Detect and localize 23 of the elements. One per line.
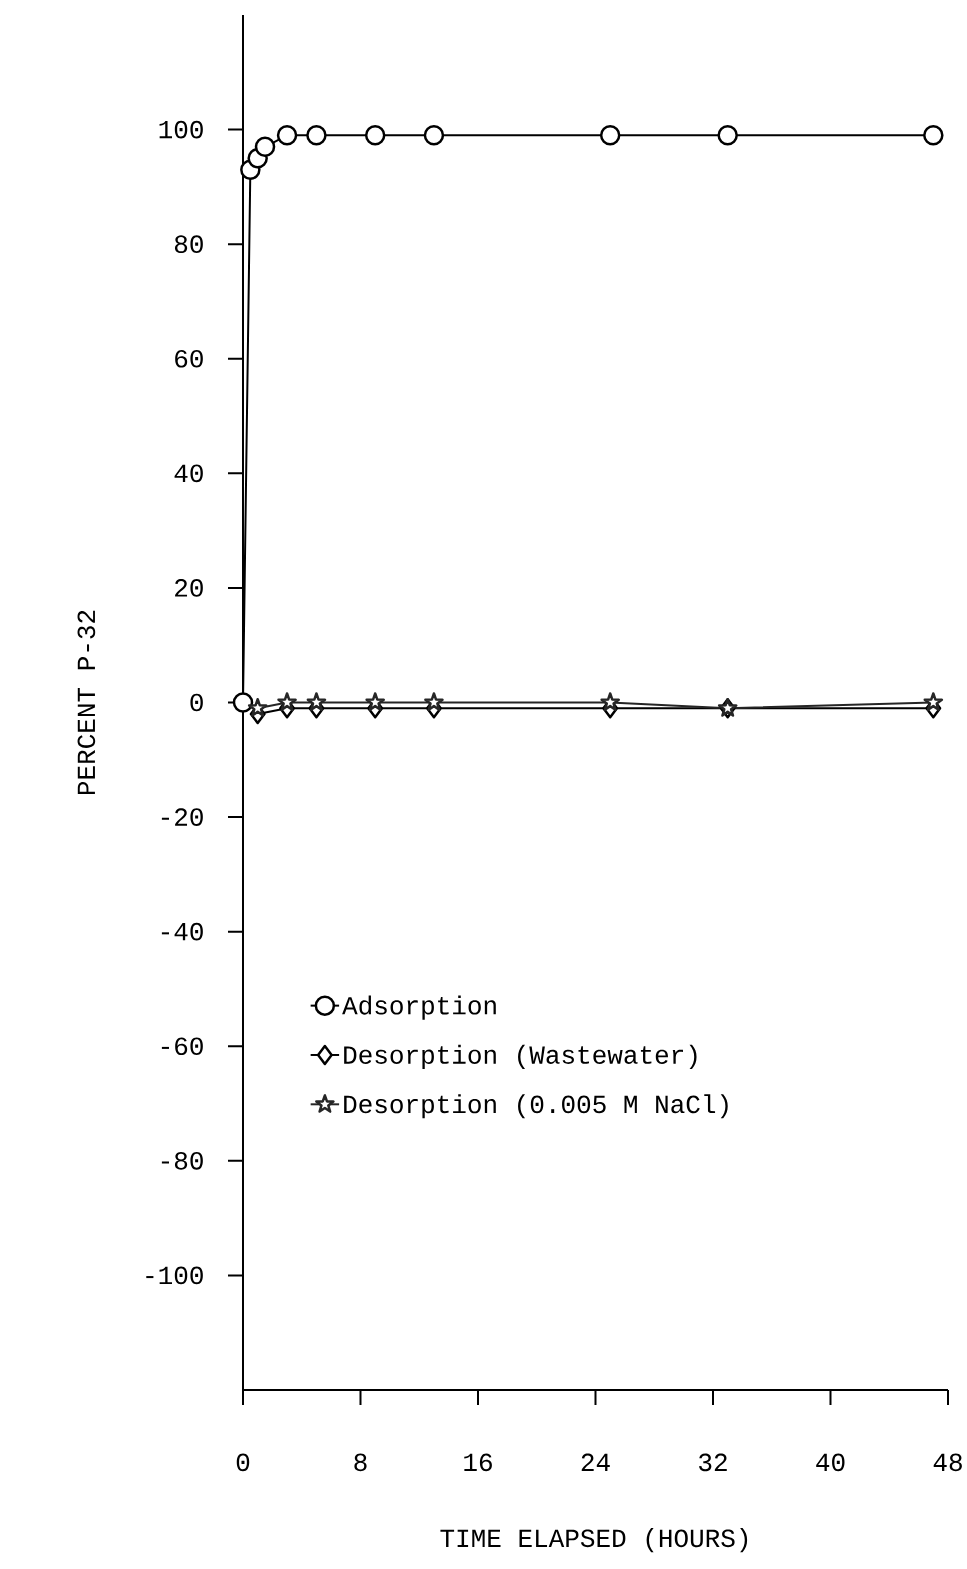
y-tick-label: -20	[161, 808, 203, 826]
legend-label: Adsorption	[342, 995, 496, 1020]
x-tick-label: 8	[354, 1453, 367, 1472]
y-tick-label: 0	[190, 693, 203, 712]
x-axis-title: TIME ELAPSED (HOURS)	[440, 1528, 748, 1553]
x-tick-label: 24	[581, 1453, 610, 1471]
y-tick-label: -80	[161, 1152, 203, 1170]
y-tick-label: -100	[146, 1266, 203, 1285]
x-tick-label: 32	[699, 1453, 727, 1472]
legend-label: Desorption (Wastewater)	[344, 1044, 697, 1070]
x-tick-label: 0	[236, 1453, 250, 1472]
y-axis-title: PERCENT P-32	[77, 610, 96, 795]
x-tick-label: 48	[933, 1453, 962, 1472]
y-tick-label: 60	[175, 349, 203, 368]
x-tick-label: 16	[464, 1453, 492, 1472]
y-tick-label: 100	[159, 120, 203, 139]
y-tick-label: -60	[161, 1037, 203, 1056]
y-tick-label: -40	[161, 922, 203, 941]
y-tick-label: 80	[174, 235, 203, 253]
y-tick-label: 40	[174, 464, 203, 483]
x-tick-label: 40	[816, 1453, 845, 1472]
y-tick-label: 20	[175, 579, 203, 597]
legend-label: Desorption (0.005 M NaCl)	[344, 1094, 728, 1119]
